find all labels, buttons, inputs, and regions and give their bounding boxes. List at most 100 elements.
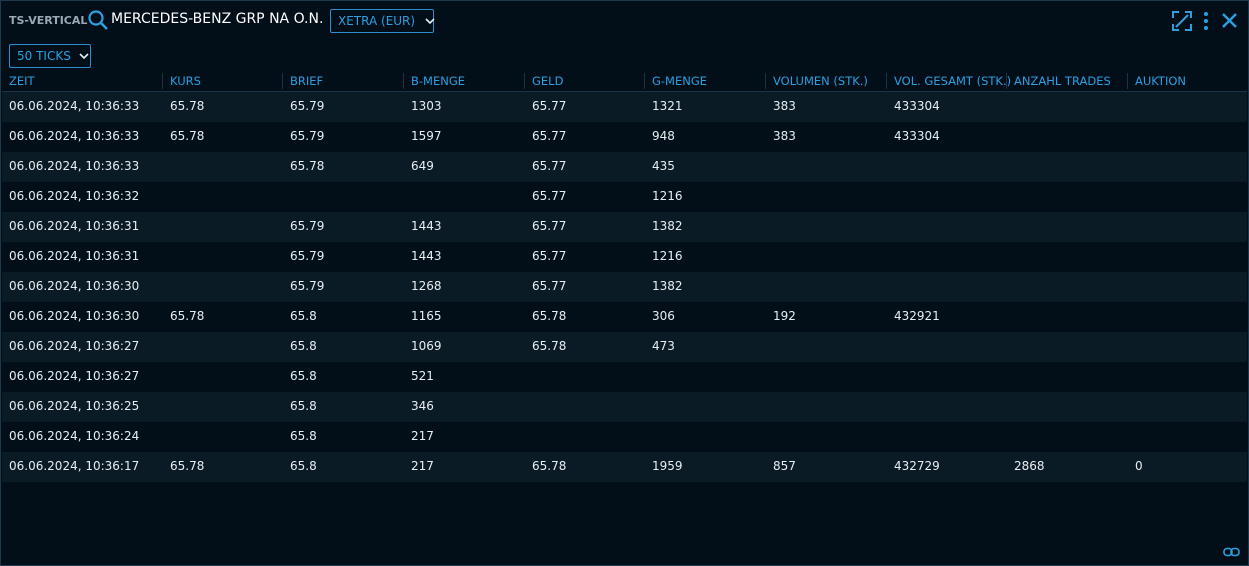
table-cell: 65.79 xyxy=(290,249,325,263)
table-row[interactable]: 06.06.2024, 10:36:33 65.78 65.79 1303 65.77 1… xyxy=(2,92,1247,122)
table-row[interactable]: 06.06.2024, 10:36:17 65.78 65.8 217 65.78 195… xyxy=(2,452,1247,482)
table-row[interactable]: 06.06.2024, 10:36:31 65.79 1443 65.77 1216 xyxy=(2,242,1247,272)
table-cell: 65.77 xyxy=(532,249,567,263)
table-cell: 1216 xyxy=(652,189,683,203)
column-separator xyxy=(886,73,887,89)
table-cell: 06.06.2024, 10:36:27 xyxy=(9,339,140,353)
column-header[interactable]: VOL. GESAMT (STK.) xyxy=(894,74,1012,88)
table-cell: 217 xyxy=(411,429,434,443)
table-cell: 65.8 xyxy=(290,309,317,323)
table-cell: 65.77 xyxy=(532,189,567,203)
table-cell: 65.78 xyxy=(532,459,567,473)
chevron xyxy=(425,18,435,25)
table-cell: 65.77 xyxy=(532,219,567,233)
column-header[interactable]: KURS xyxy=(170,74,201,88)
table-cell: 192 xyxy=(773,309,796,323)
column-separator xyxy=(162,73,163,89)
table-row[interactable]: 06.06.2024, 10:36:27 65.8 1069 65.78 473 xyxy=(2,332,1247,362)
menu-icon[interactable] xyxy=(1200,10,1212,32)
table-row[interactable]: 06.06.2024, 10:36:30 65.78 65.8 1165 65.78 30… xyxy=(2,302,1247,332)
table-cell: 1443 xyxy=(411,249,442,263)
table-cell: 65.8 xyxy=(290,369,317,383)
table-cell: 2868 xyxy=(1014,459,1045,473)
column-header[interactable]: VOLUMEN (STK.) xyxy=(773,74,868,88)
table-cell: 1069 xyxy=(411,339,442,353)
table-cell: 217 xyxy=(411,459,434,473)
table-cell: 06.06.2024, 10:36:24 xyxy=(9,429,140,443)
table-cell: 0 xyxy=(1135,459,1143,473)
table-cell: 65.79 xyxy=(290,99,325,113)
table-cell: 383 xyxy=(773,129,796,143)
table-cell: 1303 xyxy=(411,99,442,113)
table-cell: 1268 xyxy=(411,279,442,293)
table-cell: 65.78 xyxy=(290,159,325,173)
table-cell: 65.8 xyxy=(290,429,317,443)
column-separator xyxy=(765,73,766,89)
table-cell: 1959 xyxy=(652,459,683,473)
column-header[interactable]: AUKTION xyxy=(1135,74,1187,88)
table-row[interactable]: 06.06.2024, 10:36:24 65.8 217 xyxy=(2,422,1247,452)
widget-label: TS-VERTICAL xyxy=(9,14,88,27)
table-row[interactable]: 06.06.2024, 10:36:32 65.77 1216 xyxy=(2,182,1247,212)
close-icon[interactable] xyxy=(1220,11,1240,31)
column-separator xyxy=(644,73,645,89)
column-header[interactable]: B-MENGE xyxy=(411,74,466,88)
column-separator xyxy=(1127,73,1128,89)
table-cell: 65.8 xyxy=(290,339,317,353)
table-cell: 65.77 xyxy=(532,129,567,143)
column-header[interactable]: BRIEF xyxy=(290,74,324,88)
table-cell: 65.79 xyxy=(290,279,325,293)
table-cell: 432729 xyxy=(894,459,940,473)
column-header[interactable]: ZEIT xyxy=(9,74,35,88)
table-cell: 65.78 xyxy=(170,309,205,323)
table-cell: 433304 xyxy=(894,129,940,143)
ticks-dropdown[interactable]: 50 TICKS xyxy=(9,44,91,68)
table-cell: 346 xyxy=(411,399,434,413)
table-row[interactable]: 06.06.2024, 10:36:27 65.8 521 xyxy=(2,362,1247,392)
header-divider xyxy=(2,91,1247,92)
table-cell: 473 xyxy=(652,339,675,353)
table-cell: 06.06.2024, 10:36:31 xyxy=(9,249,140,263)
column-header[interactable]: ANZAHL TRADES xyxy=(1014,74,1111,88)
table-row[interactable]: 06.06.2024, 10:36:33 65.78 649 65.77 435 xyxy=(2,152,1247,182)
exchange-label: XETRA (EUR) xyxy=(338,14,416,28)
table-cell: 948 xyxy=(652,129,675,143)
table-cell: 65.8 xyxy=(290,399,317,413)
table-cell: 06.06.2024, 10:36:32 xyxy=(9,189,140,203)
instrument-name[interactable]: MERCEDES-BENZ GRP NA O.N. xyxy=(111,11,324,27)
table-cell: 65.78 xyxy=(532,309,567,323)
exchange-dropdown[interactable]: XETRA (EUR) xyxy=(330,9,435,33)
expand-icon[interactable] xyxy=(1171,10,1193,32)
search-icon[interactable] xyxy=(87,9,109,31)
table-cell: 435 xyxy=(652,159,675,173)
table-row[interactable]: 06.06.2024, 10:36:33 65.78 65.79 1597 65.77 9… xyxy=(2,122,1247,152)
table-row[interactable]: 06.06.2024, 10:36:25 65.8 346 xyxy=(2,392,1247,422)
table-cell: 06.06.2024, 10:36:27 xyxy=(9,369,140,383)
column-header[interactable]: GELD xyxy=(532,74,564,88)
column-header[interactable]: G-MENGE xyxy=(652,74,708,88)
table-cell: 1165 xyxy=(411,309,442,323)
table-cell: 433304 xyxy=(894,99,940,113)
table-cell: 06.06.2024, 10:36:33 xyxy=(9,99,140,113)
table-cell: 06.06.2024, 10:36:30 xyxy=(9,279,140,293)
link-icon[interactable] xyxy=(1223,547,1241,557)
table-cell: 06.06.2024, 10:36:17 xyxy=(9,459,140,473)
table-row[interactable]: 06.06.2024, 10:36:30 65.79 1268 65.77 1382 xyxy=(2,272,1247,302)
table-cell: 383 xyxy=(773,99,796,113)
table-cell: 521 xyxy=(411,369,434,383)
table-cell: 1321 xyxy=(652,99,683,113)
table-cell: 1382 xyxy=(652,279,683,293)
table-cell: 65.79 xyxy=(290,219,325,233)
table-cell: 65.77 xyxy=(532,159,567,173)
table-cell: 65.78 xyxy=(170,99,205,113)
chevron xyxy=(79,53,89,60)
table-cell: 65.79 xyxy=(290,129,325,143)
table-row[interactable]: 06.06.2024, 10:36:31 65.79 1443 65.77 1382 xyxy=(2,212,1247,242)
table-cell: 65.77 xyxy=(532,99,567,113)
table-cell: 65.8 xyxy=(290,459,317,473)
table-cell: 06.06.2024, 10:36:25 xyxy=(9,399,140,413)
table-cell: 857 xyxy=(773,459,796,473)
column-separator xyxy=(524,73,525,89)
table-cell: 65.77 xyxy=(532,279,567,293)
